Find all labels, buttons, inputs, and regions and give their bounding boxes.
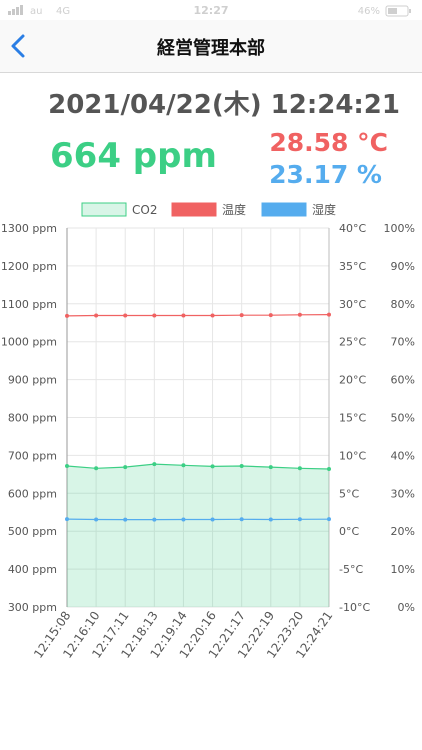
- clock-label: 12:27: [193, 4, 228, 17]
- y-tick-label-percent: 60%: [391, 374, 415, 387]
- data-point-0: [152, 462, 157, 467]
- data-point-0: [94, 466, 99, 471]
- y-tick-label-celsius: 15°C: [339, 412, 366, 425]
- y-tick-label-percent: 80%: [391, 298, 415, 311]
- y-tick-label-celsius: 10°C: [339, 449, 366, 462]
- series-line-1: [66, 314, 330, 317]
- data-point-2: [152, 517, 157, 522]
- page-title: 経営管理本部: [157, 38, 265, 59]
- back-button[interactable]: [6, 30, 36, 62]
- y-tick-label-ppm: 1200 ppm: [1, 260, 57, 273]
- data-point-1: [65, 313, 69, 318]
- y-tick-label-celsius: 35°C: [339, 260, 366, 273]
- data-point-0: [181, 463, 186, 468]
- data-point-2: [327, 517, 331, 522]
- data-point-2: [210, 517, 215, 522]
- network-label: 4G: [56, 6, 70, 17]
- y-tick-label-ppm: 1000 ppm: [1, 336, 57, 349]
- data-point-0: [210, 464, 215, 469]
- reading-datetime: 2021/04/22(木) 12:24:21: [48, 90, 400, 120]
- y-tick-label-ppm: 500 ppm: [8, 525, 57, 538]
- data-point-1: [327, 312, 331, 317]
- y-tick-label-percent: 100%: [384, 222, 415, 235]
- data-point-2: [65, 517, 69, 522]
- y-tick-label-percent: 10%: [391, 563, 415, 576]
- series-area-co2: [67, 464, 329, 607]
- y-tick-label-percent: 20%: [391, 525, 415, 538]
- chevron-left-icon: [11, 34, 25, 58]
- y-tick-label-ppm: 700 ppm: [8, 449, 57, 462]
- status-bar: au 4G 12:27 46%: [8, 4, 411, 17]
- data-point-2: [268, 517, 273, 522]
- navigation-bar: 経営管理本部: [0, 20, 422, 73]
- data-point-1: [239, 313, 244, 318]
- data-point-1: [297, 312, 302, 317]
- data-point-2: [123, 517, 128, 522]
- humidity-reading: 23.17 %: [269, 160, 382, 189]
- data-point-1: [123, 313, 128, 318]
- co2-reading: 664 ppm: [50, 136, 217, 176]
- sensor-chart: 1300 ppm 1200 ppm 1100 ppm 1000 ppm 900 ppm 8…: [1, 202, 415, 661]
- y-tick-label-ppm: 400 ppm: [8, 563, 57, 576]
- legend-temperature-swatch: [171, 202, 217, 217]
- data-point-0: [239, 464, 244, 469]
- y-tick-label-ppm: 600 ppm: [8, 487, 57, 500]
- y-tick-label-ppm: 1100 ppm: [1, 298, 57, 311]
- y-tick-label-celsius: -5°C: [339, 563, 363, 576]
- data-point-1: [94, 313, 99, 318]
- data-point-0: [123, 465, 128, 470]
- y-tick-label-ppm: 1300 ppm: [1, 222, 57, 235]
- y-tick-label-ppm: 900 ppm: [8, 374, 57, 387]
- carrier-label: au: [30, 6, 42, 17]
- temperature-reading: 28.58 °C: [269, 128, 388, 157]
- y-tick-label-celsius: 25°C: [339, 336, 366, 349]
- y-tick-label-ppm: 800 ppm: [8, 412, 57, 425]
- y-tick-label-percent: 40%: [391, 449, 415, 462]
- y-tick-label-celsius: 20°C: [339, 374, 366, 387]
- data-point-2: [239, 517, 244, 522]
- data-point-1: [152, 313, 157, 318]
- data-point-2: [94, 517, 99, 522]
- signal-icon: [8, 5, 23, 15]
- legend-co2-label: CO2: [132, 203, 157, 217]
- y-tick-label-celsius: 30°C: [339, 298, 366, 311]
- data-point-0: [65, 464, 69, 469]
- data-point-1: [268, 313, 273, 318]
- battery-icon: [385, 5, 411, 17]
- data-point-0: [268, 465, 273, 470]
- y-tick-label-ppm: 300 ppm: [8, 601, 57, 614]
- legend-humidity-label: 湿度: [312, 202, 336, 217]
- y-tick-label-percent: 70%: [391, 336, 415, 349]
- data-point-1: [181, 313, 186, 318]
- data-point-2: [297, 517, 302, 522]
- y-tick-label-celsius: 5°C: [339, 487, 359, 500]
- legend-humidity-swatch: [261, 202, 307, 217]
- series-line-2: [66, 518, 330, 521]
- data-point-0: [297, 466, 302, 471]
- series-line-0: [66, 463, 330, 470]
- legend-co2-swatch: [81, 202, 127, 217]
- data-point-1: [210, 313, 215, 318]
- data-point-0: [327, 467, 331, 472]
- y-tick-label-percent: 50%: [391, 412, 415, 425]
- y-tick-label-celsius: 0°C: [339, 525, 359, 538]
- y-tick-label-percent: 30%: [391, 487, 415, 500]
- y-tick-label-celsius: 40°C: [339, 222, 366, 235]
- legend-temperature-label: 温度: [222, 202, 246, 217]
- battery-label: 46%: [358, 6, 380, 17]
- data-point-2: [181, 517, 186, 522]
- y-tick-label-percent: 0%: [398, 601, 415, 614]
- y-tick-label-celsius: -10°C: [339, 601, 370, 614]
- y-tick-label-percent: 90%: [391, 260, 415, 273]
